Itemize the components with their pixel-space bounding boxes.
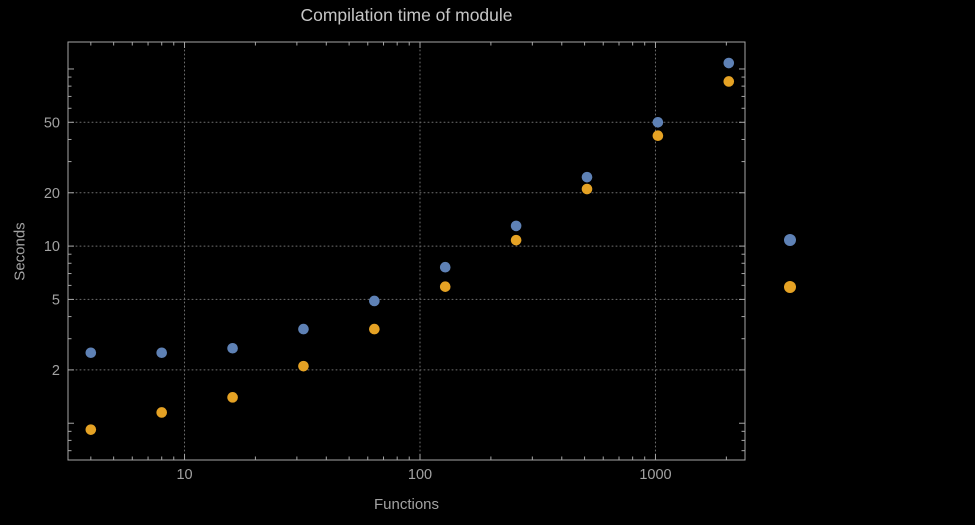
data-point-blue	[369, 295, 380, 307]
data-point-orange	[369, 323, 380, 335]
data-point-orange	[581, 183, 593, 195]
data-point-blue	[298, 323, 309, 335]
data-point-orange	[85, 424, 97, 435]
data-point-orange	[156, 407, 168, 418]
data-point-blue	[652, 116, 664, 128]
data-point-blue	[156, 347, 168, 359]
data-point-orange	[227, 392, 238, 403]
x-tick-label: 100	[408, 467, 432, 483]
data-point-blue	[439, 261, 451, 273]
data-point-orange	[439, 281, 451, 292]
y-tick-label: 20	[44, 186, 60, 202]
data-point-blue	[85, 347, 97, 359]
y-tick-label: 5	[52, 292, 60, 308]
data-point-blue	[723, 57, 735, 69]
data-point-orange	[510, 234, 522, 246]
data-point-blue	[227, 342, 238, 354]
legend-marker-orange	[784, 281, 796, 293]
y-tick-label: 2	[52, 363, 60, 379]
plot-frame	[67, 41, 746, 461]
y-tick-label: 10	[44, 239, 60, 255]
chart-title: Compilation time of module	[300, 5, 513, 25]
y-tick-label: 50	[44, 115, 60, 131]
legend-marker-blue	[784, 234, 796, 246]
data-point-orange	[652, 130, 664, 142]
data-point-blue	[510, 220, 522, 232]
data-point-orange	[298, 360, 309, 372]
x-axis-label: Functions	[373, 496, 440, 513]
x-tick-label: 10	[176, 467, 192, 483]
data-point-blue	[581, 171, 593, 183]
y-axis-label: Seconds	[11, 222, 29, 281]
data-point-orange	[723, 76, 735, 87]
x-tick-label: 1000	[639, 467, 671, 483]
